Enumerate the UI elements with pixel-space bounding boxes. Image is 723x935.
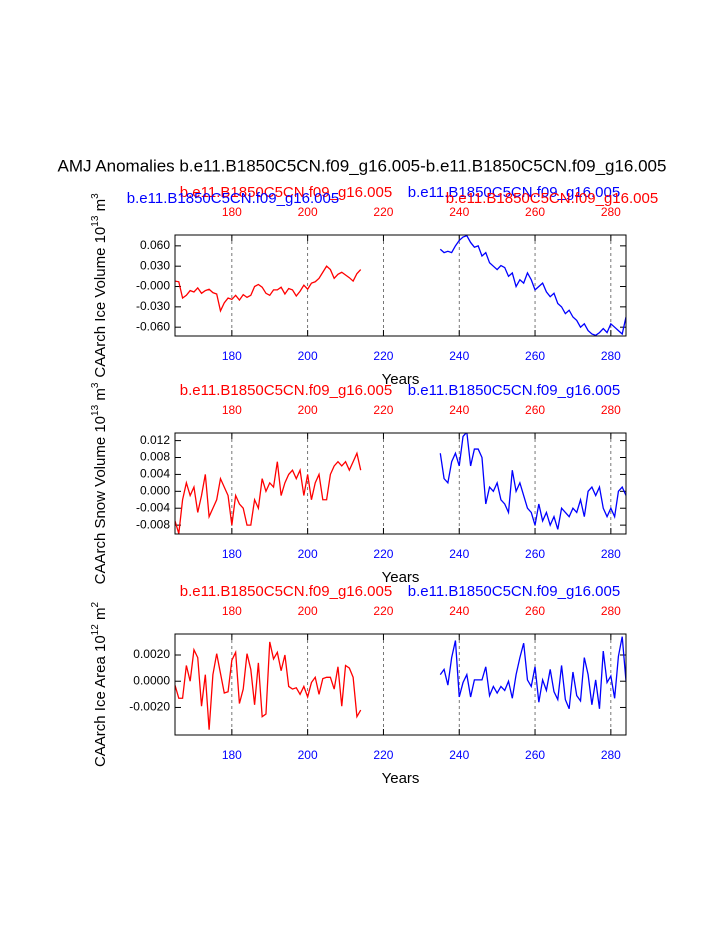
x-top-tick-label: 240: [449, 403, 469, 417]
y-axis-label-part: m: [92, 388, 109, 405]
x-top-tick-label: 280: [601, 205, 621, 219]
x-tick-label: 280: [601, 349, 621, 363]
x-top-tick-label: 260: [525, 604, 545, 618]
x-tick-label: 200: [298, 748, 318, 762]
x-axis-label: Years: [382, 371, 420, 388]
x-top-tick-label: 240: [449, 205, 469, 219]
plot-frame: [174, 633, 627, 736]
y-tick-label: 0.060: [140, 238, 170, 252]
y-tick-label: -0.008: [136, 517, 170, 531]
panel-title: b.e11.B1850C5CN.f09_g16.005: [408, 382, 620, 399]
y-axis-label-part: 13: [90, 404, 101, 416]
x-tick-label: 200: [298, 349, 318, 363]
y-axis-label-part: m: [92, 199, 109, 216]
x-top-tick-label: 200: [298, 403, 318, 417]
panel-title: b.e11.B1850C5CN.f09_g16.005: [408, 583, 620, 600]
data-line: [175, 641, 362, 730]
panel-title: b.e11.B1850C5CN.f09_g16.005: [180, 382, 392, 399]
y-axis-label: CAArch Snow Volume 1013 m3: [90, 382, 109, 584]
x-top-tick-label: 200: [298, 604, 318, 618]
y-axis-label-part: 13: [90, 215, 101, 227]
y-tick-label: 0.030: [140, 258, 170, 272]
x-top-tick-label: 240: [449, 604, 469, 618]
x-top-tick-label: 180: [222, 205, 242, 219]
x-tick-label: 180: [222, 748, 242, 762]
x-tick-label: 240: [449, 349, 469, 363]
y-tick-label: -0.000: [136, 279, 170, 293]
x-axis-label: Years: [382, 569, 420, 586]
y-axis-label-part: 3: [90, 382, 101, 388]
plot-frame: [174, 234, 627, 337]
y-tick-label: 0.0000: [133, 673, 170, 687]
y-tick-label: 0.0020: [133, 647, 170, 661]
panel-title: b.e11.B1850C5CN.f09_g16.005: [180, 583, 392, 600]
x-top-tick-label: 280: [601, 604, 621, 618]
y-tick-label: 0.000: [140, 483, 170, 497]
x-tick-label: 260: [525, 748, 545, 762]
x-top-tick-label: 180: [222, 604, 242, 618]
panel-title: b.e11.B1850C5CN.f09_g16.005: [180, 184, 392, 201]
x-top-tick-label: 280: [601, 403, 621, 417]
y-axis-label-part: CAArch Snow Volume 10: [92, 416, 109, 584]
x-tick-label: 220: [373, 547, 393, 561]
y-axis-label-part: CAArch Ice Area 10: [92, 635, 109, 767]
figure-title: AMJ Anomalies b.e11.B1850C5CN.f09_g16.00…: [58, 156, 667, 175]
y-tick-label: 0.004: [140, 467, 170, 481]
x-top-tick-label: 220: [373, 205, 393, 219]
y-tick-label: 0.012: [140, 433, 170, 447]
y-tick-label: 0.008: [140, 450, 170, 464]
x-tick-label: 240: [449, 547, 469, 561]
x-tick-label: 180: [222, 547, 242, 561]
x-tick-label: 280: [601, 547, 621, 561]
y-axis-label-part: 2: [90, 602, 101, 608]
x-tick-label: 260: [525, 547, 545, 561]
y-tick-label: -0.060: [136, 319, 170, 333]
y-axis-label: CAArch Ice Area 1012 m2: [90, 602, 109, 768]
data-line: [439, 636, 626, 710]
x-top-tick-label: 260: [525, 403, 545, 417]
y-tick-label: -0.004: [136, 500, 170, 514]
panel-title: b.e11.B1850C5CN.f09_g16.005: [446, 190, 658, 207]
x-tick-label: 220: [373, 748, 393, 762]
x-top-tick-label: 220: [373, 604, 393, 618]
y-axis-label-part: 3: [90, 193, 101, 199]
y-axis-label-part: m: [92, 608, 109, 625]
y-tick-label: -0.030: [136, 299, 170, 313]
data-line: [175, 451, 362, 534]
x-top-tick-label: 200: [298, 205, 318, 219]
y-axis-label-part: 12: [90, 624, 101, 636]
data-line: [439, 433, 626, 530]
y-axis-label-part: CAArch Ice Volume 10: [92, 227, 109, 378]
x-tick-label: 240: [449, 748, 469, 762]
x-tick-label: 280: [601, 748, 621, 762]
data-line: [175, 265, 362, 313]
x-tick-label: 200: [298, 547, 318, 561]
data-line: [439, 235, 626, 336]
x-axis-label: Years: [382, 770, 420, 787]
x-top-tick-label: 220: [373, 403, 393, 417]
plot-frame: [174, 432, 627, 535]
x-tick-label: 180: [222, 349, 242, 363]
panel-title: b.e11.B1850C5CN.f09_g16.005: [127, 190, 339, 207]
x-top-tick-label: 260: [525, 205, 545, 219]
y-axis-label: CAArch Ice Volume 1013 m3: [90, 193, 109, 378]
y-tick-label: -0.0020: [129, 700, 170, 714]
panel-title: b.e11.B1850C5CN.f09_g16.005: [408, 184, 620, 201]
x-top-tick-label: 180: [222, 403, 242, 417]
x-tick-label: 260: [525, 349, 545, 363]
x-tick-label: 220: [373, 349, 393, 363]
